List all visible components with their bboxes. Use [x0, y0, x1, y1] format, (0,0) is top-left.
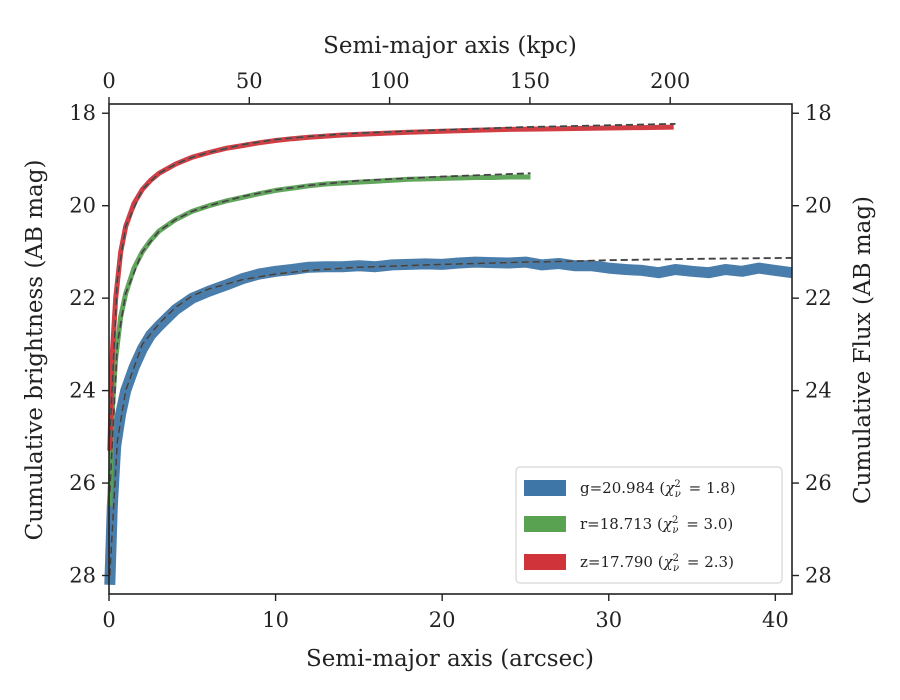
axes-layer: 0 10 20 30 40 0 50 100 150 200 18 18 20 20 22 22 24 24 26 2… — [69, 69, 831, 632]
y-axis-label: Cumulative brightness (AB mag) — [22, 160, 48, 541]
legend-entries: g=20.984 (χ2 ν = 1.8) r=18.713 (χ2 ν = 3.0)… — [524, 479, 736, 574]
right-y-tick-label-3: 24 — [805, 379, 832, 403]
right-y-axis-label: Cumulative Flux (AB mag) — [850, 196, 876, 504]
y-tick-label-4: 26 — [69, 471, 96, 495]
right-y-tick-label-4: 26 — [805, 471, 832, 495]
right-y-tick-label-1: 20 — [805, 194, 832, 218]
data-layer — [104, 122, 793, 585]
x-tick-label-2: 20 — [429, 608, 456, 632]
y-tick-label-2: 22 — [69, 286, 96, 310]
x-axis-label: Semi-major axis (arcsec) — [306, 646, 594, 672]
right-y-tick-label-5: 28 — [805, 564, 832, 588]
plot-frame — [108, 103, 793, 595]
y-tick-label-3: 24 — [69, 379, 96, 403]
y-tick-label-5: 28 — [69, 564, 96, 588]
x-tick-label-0: 0 — [102, 608, 115, 632]
x-tick-label-4: 40 — [762, 608, 789, 632]
top-x-tick-label-3: 150 — [510, 69, 550, 93]
legend-swatch-0 — [524, 480, 566, 496]
y-tick-label-1: 20 — [69, 194, 96, 218]
right-y-tick-label-0: 18 — [805, 101, 832, 125]
series-band-2 — [107, 124, 674, 451]
x-tick-label-1: 10 — [262, 608, 289, 632]
top-x-tick-label-1: 50 — [236, 69, 263, 93]
legend: g=20.984 (χ2 ν = 1.8) r=18.713 (χ2 ν = 3.0)… — [515, 466, 783, 584]
series-band-0 — [104, 256, 793, 585]
top-x-tick-label-2: 100 — [370, 69, 410, 93]
model-fit-z — [109, 123, 676, 437]
model-fit-extension-z — [108, 122, 676, 437]
legend-swatch-2 — [524, 554, 566, 570]
model-fit-r — [109, 172, 531, 493]
legend-frame — [515, 466, 783, 584]
legend-label-1: r=18.713 (χ2 ν = 3.0) — [580, 515, 733, 536]
y-tick-label-0: 18 — [69, 101, 96, 125]
top-x-tick-label-0: 0 — [102, 69, 115, 93]
top-x-axis-label: Semi-major axis (kpc) — [323, 33, 577, 59]
x-tick-label-3: 30 — [595, 608, 622, 632]
legend-label-0: g=20.984 (χ2 ν = 1.8) — [580, 479, 736, 500]
model-fit-g — [109, 257, 793, 576]
legend-swatch-1 — [524, 516, 566, 532]
series-band-1 — [107, 174, 531, 507]
top-x-tick-label-4: 200 — [650, 69, 690, 93]
right-y-tick-label-2: 22 — [805, 286, 832, 310]
legend-label-2: z=17.790 (χ2 ν = 2.3) — [580, 553, 734, 574]
